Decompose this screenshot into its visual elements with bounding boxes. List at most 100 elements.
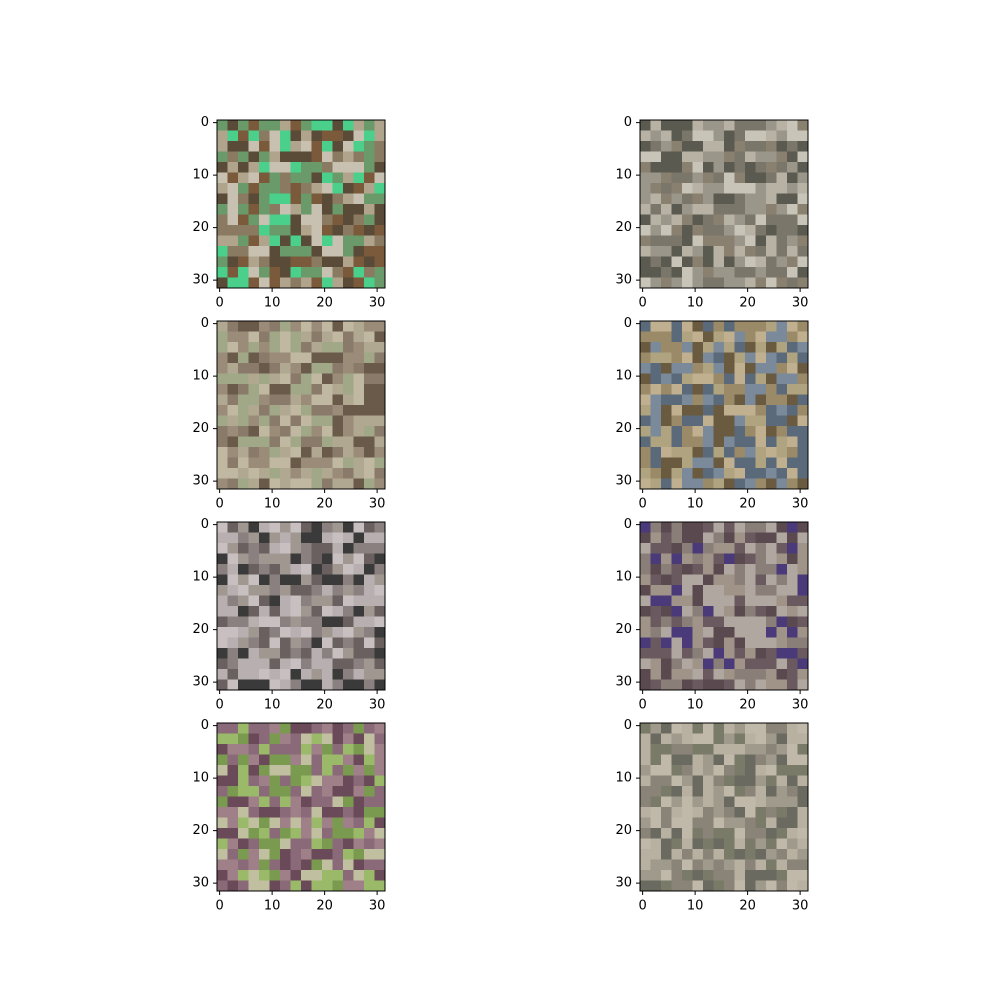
image-pixel — [332, 637, 344, 649]
image-pixel — [374, 796, 386, 808]
image-pixel — [353, 363, 365, 374]
image-pixel — [703, 214, 714, 226]
image-pixel — [682, 606, 693, 617]
image-pixel — [343, 331, 354, 343]
image-pixel — [280, 363, 291, 374]
image-pixel — [776, 331, 788, 343]
image-pixel — [703, 151, 714, 163]
image-pixel — [734, 426, 746, 437]
image-pixel — [640, 733, 651, 745]
image-pixel — [776, 457, 788, 469]
image-pixel — [724, 415, 735, 427]
image-pixel — [692, 235, 704, 247]
image-pixel — [259, 606, 270, 617]
image-pixel — [364, 627, 375, 638]
x-tick-label: 10 — [687, 899, 704, 914]
image-pixel — [248, 405, 260, 416]
image-pixel — [290, 214, 302, 226]
image-pixel — [259, 373, 270, 385]
image-pixel — [322, 384, 333, 395]
image-pixel — [374, 807, 386, 818]
image-pixel — [661, 447, 672, 458]
image-pixel — [290, 616, 302, 628]
image-pixel — [280, 141, 291, 152]
image-pixel — [301, 564, 312, 575]
image-pixel — [290, 457, 302, 469]
image-pixel — [745, 468, 756, 479]
y-tick-label: 30 — [615, 876, 632, 891]
image-pixel — [692, 723, 704, 734]
image-pixel — [724, 807, 735, 818]
image-pixel — [301, 585, 312, 596]
image-pixel — [692, 246, 704, 257]
image-pixel — [724, 679, 735, 691]
image-pixel — [776, 859, 788, 871]
image-pixel — [671, 606, 683, 617]
image-pixel — [650, 859, 662, 871]
image-pixel — [259, 468, 270, 479]
image-pixel — [301, 162, 312, 173]
image-pixel — [227, 838, 239, 850]
image-pixel — [703, 352, 714, 364]
image-pixel — [692, 277, 704, 289]
image — [640, 723, 809, 892]
image-pixel — [755, 225, 767, 236]
image-pixel — [259, 637, 270, 649]
image-pixel — [301, 141, 312, 152]
image-pixel — [217, 723, 228, 734]
x-tick-label: 0 — [215, 296, 223, 311]
image-pixel — [640, 457, 651, 469]
image-pixel — [301, 786, 312, 797]
image-pixel — [332, 373, 344, 385]
image-pixel — [353, 807, 365, 818]
image-pixel — [248, 532, 260, 544]
image-pixel — [332, 426, 344, 437]
image-pixel — [238, 277, 249, 289]
image-pixel — [755, 880, 767, 892]
image-pixel — [280, 352, 291, 364]
image-pixel — [640, 807, 651, 818]
image-pixel — [787, 574, 798, 586]
image-pixel — [353, 522, 365, 533]
image-pixel — [301, 225, 312, 236]
image-pixel — [671, 468, 683, 479]
image-pixel — [787, 151, 798, 163]
image-pixel — [322, 828, 333, 839]
image-pixel — [703, 468, 714, 479]
image-pixel — [280, 733, 291, 745]
image-pixel — [332, 321, 344, 332]
image-pixel — [353, 267, 365, 278]
image-pixel — [269, 553, 281, 565]
image-pixel — [640, 817, 651, 829]
image-pixel — [713, 447, 725, 458]
image-pixel — [227, 564, 239, 575]
image-pixel — [290, 246, 302, 257]
image-pixel — [682, 478, 693, 490]
image-pixel — [766, 246, 777, 257]
image-pixel — [766, 616, 777, 628]
image-pixel — [248, 669, 260, 680]
image-pixel — [311, 172, 323, 184]
image-pixel — [640, 627, 651, 638]
image-pixel — [682, 807, 693, 818]
image-pixel — [755, 786, 767, 797]
image-pixel — [776, 256, 788, 268]
image-pixel — [661, 267, 672, 278]
image-pixel — [671, 775, 683, 787]
image-pixel — [217, 373, 228, 385]
image-pixel — [734, 405, 746, 416]
image-pixel — [311, 807, 323, 818]
image-pixel — [703, 457, 714, 469]
image-pixel — [269, 342, 281, 353]
image-pixel — [353, 426, 365, 437]
image-pixel — [353, 204, 365, 215]
image-pixel — [745, 595, 756, 607]
image-pixel — [787, 838, 798, 850]
image-pixel — [640, 162, 651, 173]
image-pixel — [787, 162, 798, 173]
image-pixel — [353, 457, 365, 469]
image-pixel — [640, 331, 651, 343]
image-pixel — [269, 256, 281, 268]
image-pixel — [787, 246, 798, 257]
image-pixel — [217, 828, 228, 839]
